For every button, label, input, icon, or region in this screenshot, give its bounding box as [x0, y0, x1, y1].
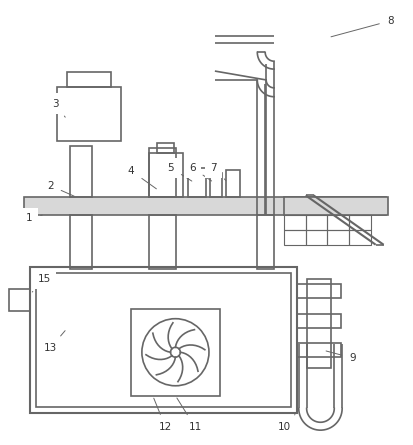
Bar — [328, 230, 349, 245]
Text: 4: 4 — [128, 166, 157, 189]
Text: 1: 1 — [26, 213, 42, 223]
Bar — [306, 215, 328, 230]
Bar — [149, 153, 183, 197]
Text: 13: 13 — [43, 331, 65, 353]
Text: 12: 12 — [154, 398, 172, 432]
Bar — [306, 279, 331, 368]
Text: 5: 5 — [167, 163, 192, 181]
Bar — [70, 215, 92, 269]
Bar — [31, 267, 297, 413]
Text: 10: 10 — [278, 414, 295, 432]
Text: 3: 3 — [52, 99, 65, 117]
Bar — [297, 284, 341, 298]
Bar — [67, 72, 111, 87]
Bar — [284, 215, 306, 230]
Bar — [131, 309, 220, 396]
Text: 9: 9 — [326, 351, 356, 363]
Bar — [284, 197, 387, 215]
Bar — [57, 87, 121, 141]
Circle shape — [171, 347, 180, 357]
Text: 6: 6 — [189, 163, 211, 181]
Bar — [149, 215, 176, 269]
Bar — [24, 197, 386, 215]
Bar — [157, 143, 174, 153]
Bar — [226, 170, 240, 197]
Text: 7: 7 — [211, 163, 226, 181]
Bar — [188, 168, 206, 197]
Bar — [70, 146, 92, 197]
Bar — [36, 273, 291, 408]
Bar — [349, 230, 371, 245]
Bar — [297, 344, 341, 357]
Bar — [328, 215, 349, 230]
Bar — [257, 215, 274, 269]
Text: 11: 11 — [177, 398, 202, 432]
Bar — [306, 230, 328, 245]
Bar — [349, 215, 371, 230]
Bar — [9, 289, 31, 311]
Bar — [149, 148, 176, 197]
Bar — [297, 314, 341, 328]
Bar — [284, 230, 306, 245]
Text: 8: 8 — [331, 16, 394, 37]
Text: 15: 15 — [32, 274, 51, 292]
Text: 2: 2 — [47, 181, 74, 196]
Bar — [210, 173, 222, 197]
